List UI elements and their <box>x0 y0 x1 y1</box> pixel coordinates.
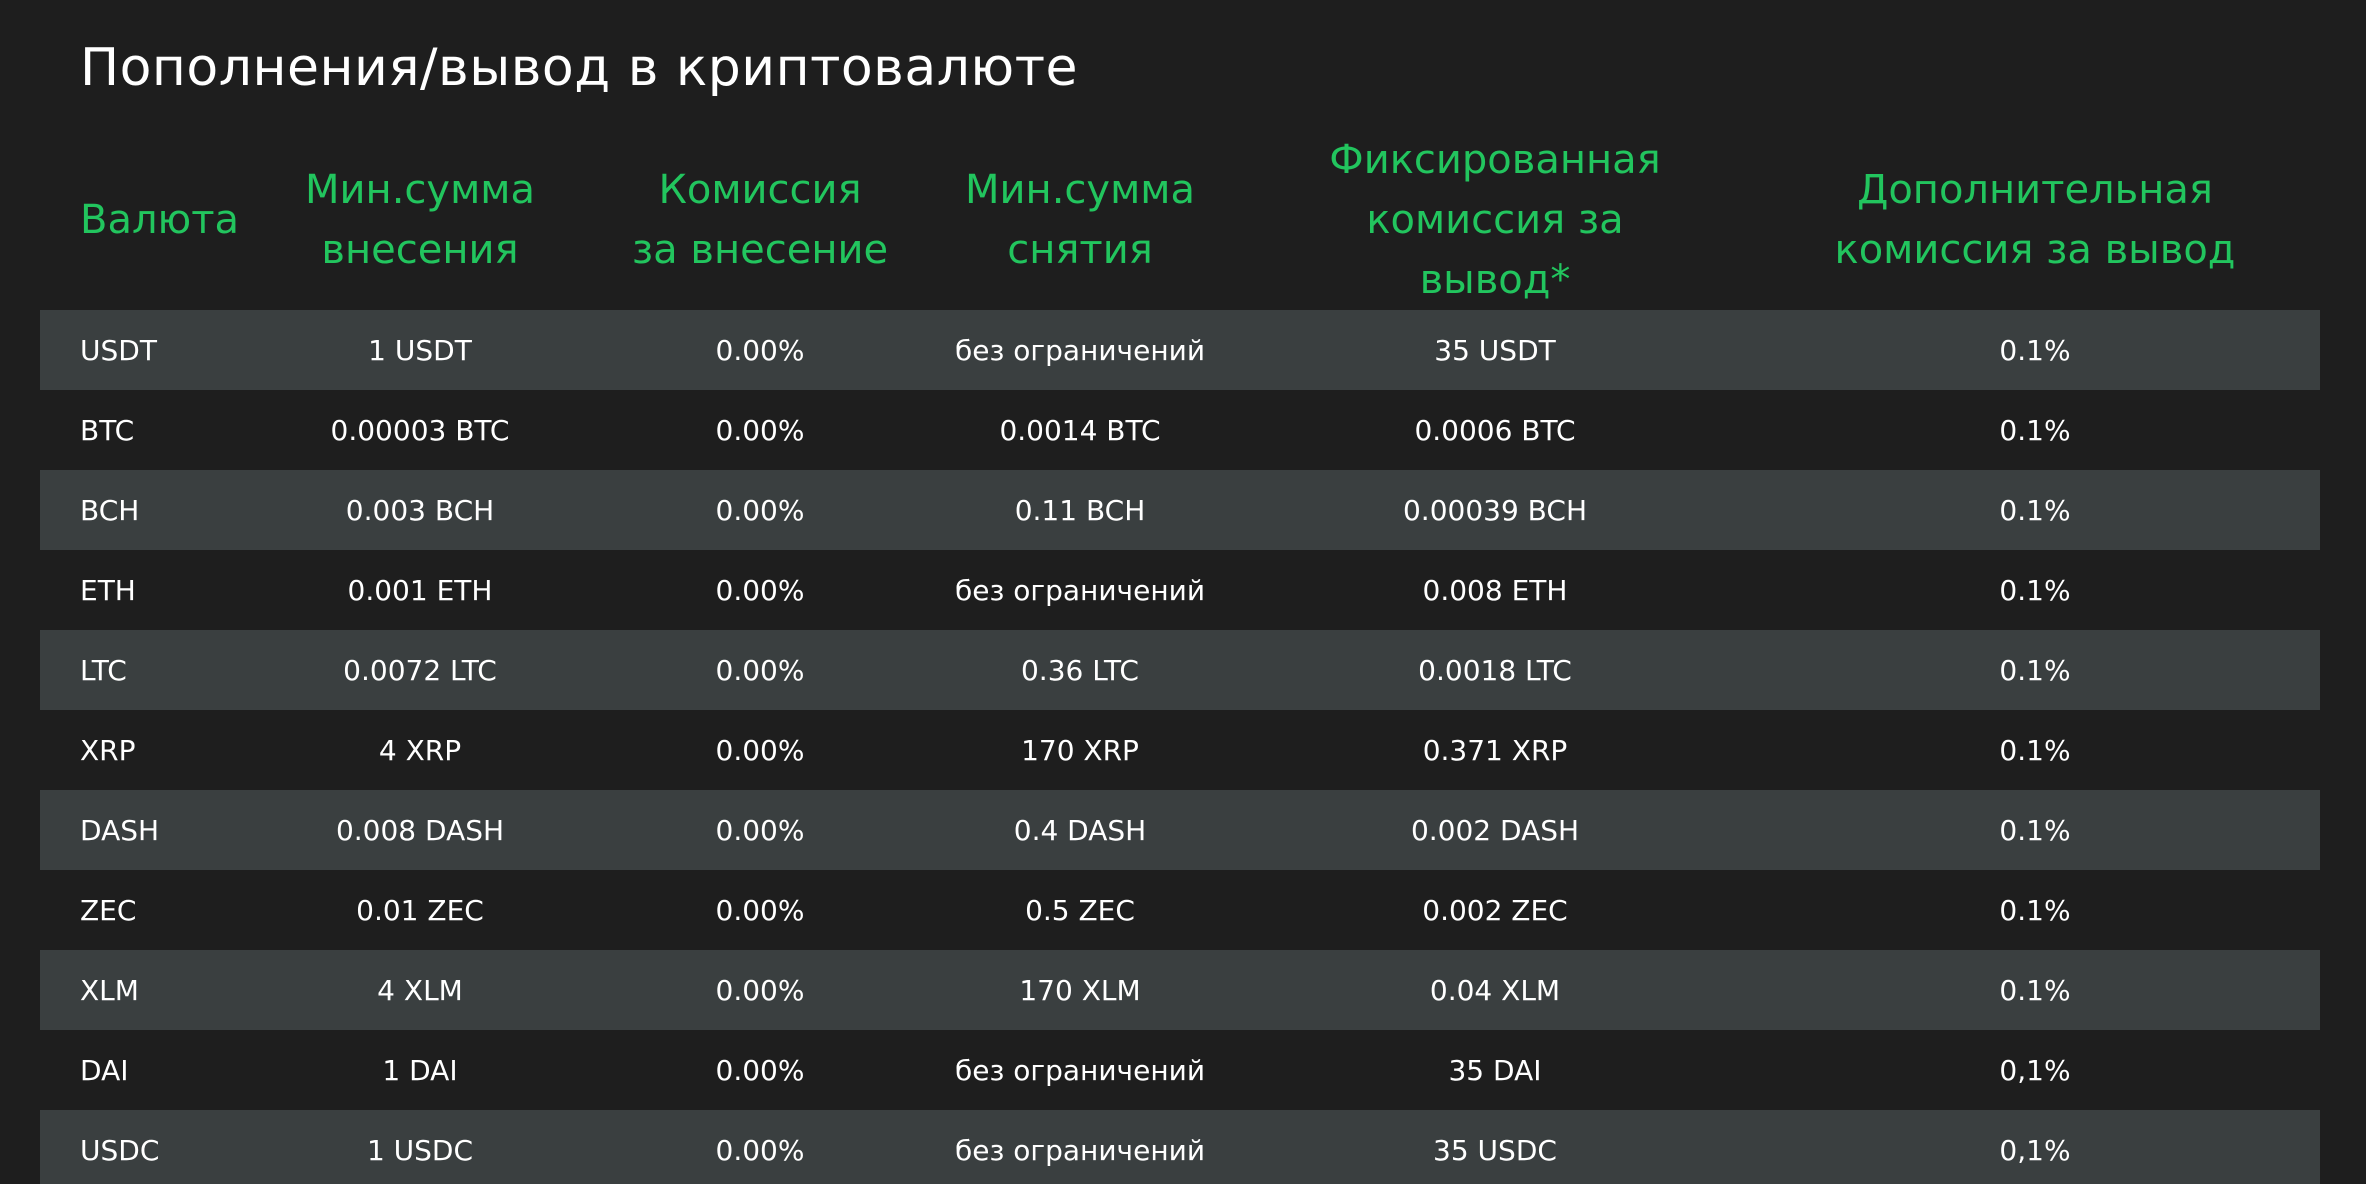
cell-deposit-fee: 0.00% <box>715 813 805 847</box>
cell-deposit-fee: 0.00% <box>715 1133 805 1167</box>
cell-min-withdrawal: 170 XLM <box>1019 973 1141 1007</box>
cell-extra-withdrawal-fee: 0.1% <box>1999 653 2071 687</box>
cell-extra-withdrawal-fee: 0.1% <box>1999 413 2071 447</box>
cell-fixed-withdrawal-fee: 35 USDC <box>1433 1133 1557 1167</box>
header-extra-withdrawal-fee-label: Дополнительная комиссия за вывод <box>1834 167 2236 273</box>
cell-currency: XRP <box>80 733 136 767</box>
cell-min-withdrawal: без ограничений <box>954 573 1206 607</box>
cell-fixed-withdrawal-fee: 0.002 DASH <box>1410 813 1580 847</box>
cell-min-deposit: 0.00003 BTC <box>330 413 510 447</box>
cell-min-withdrawal: без ограничений <box>954 333 1206 367</box>
table-row: USDT 1 USDT 0.00% без ограничений 35 USDT 0.1… <box>40 310 2320 390</box>
cell-currency: DAI <box>80 1053 129 1087</box>
cell-extra-withdrawal-fee: 0.1% <box>1999 333 2071 367</box>
cell-min-deposit: 0.001 ETH <box>347 573 493 607</box>
cell-fixed-withdrawal-fee: 35 DAI <box>1448 1053 1542 1087</box>
cell-deposit-fee: 0.00% <box>715 573 805 607</box>
cell-fixed-withdrawal-fee: 0.00039 BCH <box>1402 493 1587 527</box>
cell-deposit-fee: 0.00% <box>715 653 805 687</box>
cell-fixed-withdrawal-fee: 0.371 XRP <box>1422 733 1568 767</box>
cell-currency: ETH <box>80 573 136 607</box>
table-row: BTC 0.00003 BTC 0.00% 0.0014 BTC 0.0006 BTC 0… <box>40 390 2320 470</box>
header-min-withdrawal: Мин.сумма снятия <box>920 130 1240 310</box>
cell-min-withdrawal: 0.0014 BTC <box>999 413 1161 447</box>
cell-min-deposit: 1 DAI <box>382 1053 458 1087</box>
cell-extra-withdrawal-fee: 0.1% <box>1999 893 2071 927</box>
header-min-deposit: Мин.сумма внесения <box>240 130 600 310</box>
cell-deposit-fee: 0.00% <box>715 1053 805 1087</box>
cell-currency: USDT <box>80 333 157 367</box>
cell-extra-withdrawal-fee: 0.1% <box>1999 493 2071 527</box>
cell-deposit-fee: 0.00% <box>715 973 805 1007</box>
cell-extra-withdrawal-fee: 0.1% <box>1999 733 2071 767</box>
cell-min-deposit: 0.01 ZEC <box>356 893 484 927</box>
cell-extra-withdrawal-fee: 0.1% <box>1999 973 2071 1007</box>
table-header: Валюта Мин.сумма внесения Комиссия за вн… <box>40 130 2320 310</box>
cell-min-deposit: 0.003 BCH <box>345 493 495 527</box>
cell-fixed-withdrawal-fee: 0.0018 LTC <box>1418 653 1572 687</box>
cell-currency: LTC <box>80 653 127 687</box>
header-deposit-fee-label: Комиссия за внесение <box>631 167 889 273</box>
table-row: LTC 0.0072 LTC 0.00% 0.36 LTC 0.0018 LTC 0.1% <box>40 630 2320 710</box>
header-currency: Валюта <box>80 197 240 243</box>
crypto-fees-table: Валюта Мин.сумма внесения Комиссия за вн… <box>40 130 2320 1184</box>
cell-currency: BTC <box>80 413 135 447</box>
cell-deposit-fee: 0.00% <box>715 733 805 767</box>
table-row: ETH 0.001 ETH 0.00% без ограничений 0.008 ET… <box>40 550 2320 630</box>
cell-min-deposit: 1 USDC <box>366 1133 474 1167</box>
cell-min-withdrawal: 0.11 BCH <box>1014 493 1146 527</box>
cell-deposit-fee: 0.00% <box>715 333 805 367</box>
cell-fixed-withdrawal-fee: 0.0006 BTC <box>1414 413 1576 447</box>
cell-currency: DASH <box>80 813 160 847</box>
table-row: BCH 0.003 BCH 0.00% 0.11 BCH 0.00039 BCH 0.1% <box>40 470 2320 550</box>
header-extra-withdrawal-fee: Дополнительная комиссия за вывод <box>1750 130 2320 310</box>
cell-min-withdrawal: без ограничений <box>954 1133 1206 1167</box>
table-row: ZEC 0.01 ZEC 0.00% 0.5 ZEC 0.002 ZEC 0.1% <box>40 870 2320 950</box>
cell-min-deposit: 1 USDT <box>368 333 472 367</box>
cell-min-deposit: 0.0072 LTC <box>343 653 497 687</box>
header-min-withdrawal-label: Мин.сумма снятия <box>965 167 1195 273</box>
header-deposit-fee: Комиссия за внесение <box>600 130 920 310</box>
cell-extra-withdrawal-fee: 0,1% <box>1999 1133 2071 1167</box>
cell-fixed-withdrawal-fee: 0.04 XLM <box>1429 973 1561 1007</box>
table-body: USDT 1 USDT 0.00% без ограничений 35 USDT 0.1… <box>40 310 2320 1184</box>
cell-min-withdrawal: 0.36 LTC <box>1020 653 1139 687</box>
table-row: XLM 4 XLM 0.00% 170 XLM 0.04 XLM 0.1% <box>40 950 2320 1030</box>
cell-min-withdrawal: 0.4 DASH <box>1013 813 1147 847</box>
cell-currency: BCH <box>80 493 140 527</box>
cell-currency: ZEC <box>80 893 137 927</box>
cell-currency: XLM <box>80 973 139 1007</box>
page-title: Пополнения/вывод в криптовалюте <box>80 38 1078 98</box>
cell-extra-withdrawal-fee: 0.1% <box>1999 573 2071 607</box>
header-fixed-withdrawal-fee: Фиксированная комиссия за вывод* <box>1240 130 1750 310</box>
cell-min-deposit: 4 XRP <box>378 733 462 767</box>
cell-min-deposit: 4 XLM <box>377 973 463 1007</box>
table-row: USDC 1 USDC 0.00% без ограничений 35 USDC 0,1… <box>40 1110 2320 1184</box>
cell-min-deposit: 0.008 DASH <box>335 813 505 847</box>
cell-extra-withdrawal-fee: 0.1% <box>1999 813 2071 847</box>
header-fixed-withdrawal-fee-label: Фиксированная комиссия за вывод* <box>1329 137 1661 303</box>
header-min-deposit-label: Мин.сумма внесения <box>305 167 535 273</box>
cell-deposit-fee: 0.00% <box>715 893 805 927</box>
cell-min-withdrawal: 0.5 ZEC <box>1025 893 1135 927</box>
cell-extra-withdrawal-fee: 0,1% <box>1999 1053 2071 1087</box>
cell-min-withdrawal: без ограничений <box>954 1053 1206 1087</box>
cell-deposit-fee: 0.00% <box>715 493 805 527</box>
cell-currency: USDC <box>80 1133 160 1167</box>
cell-fixed-withdrawal-fee: 35 USDT <box>1434 333 1556 367</box>
table-row: DAI 1 DAI 0.00% без ограничений 35 DAI 0,1% <box>40 1030 2320 1110</box>
table-row: DASH 0.008 DASH 0.00% 0.4 DASH 0.002 DASH 0.1… <box>40 790 2320 870</box>
cell-min-withdrawal: 170 XRP <box>1021 733 1139 767</box>
table-row: XRP 4 XRP 0.00% 170 XRP 0.371 XRP 0.1% <box>40 710 2320 790</box>
cell-fixed-withdrawal-fee: 0.002 ZEC <box>1422 893 1568 927</box>
header-row: Валюта Мин.сумма внесения Комиссия за вн… <box>40 130 2320 310</box>
cell-fixed-withdrawal-fee: 0.008 ETH <box>1422 573 1568 607</box>
cell-deposit-fee: 0.00% <box>715 413 805 447</box>
